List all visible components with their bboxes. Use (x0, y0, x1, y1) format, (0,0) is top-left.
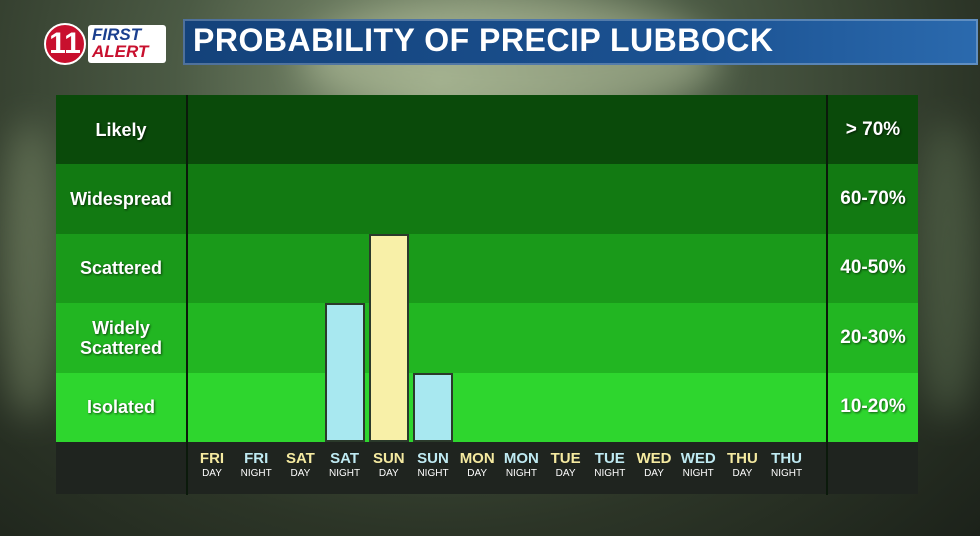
band-isolated (56, 372, 918, 442)
band-label: Isolated (86, 397, 156, 418)
band-label: Widely Scattered (79, 317, 163, 358)
x-tick-period: NIGHT (329, 468, 361, 479)
x-tick-period: DAY (467, 468, 488, 479)
x-tick-period: DAY (378, 468, 399, 479)
x-tick-period: DAY (644, 468, 664, 479)
x-tick-day: FRI (244, 450, 269, 467)
x-tick-period: NIGHT (594, 468, 626, 479)
x-tick-day: TUE (550, 450, 581, 467)
x-tick-period: NIGHT (505, 468, 537, 479)
band-range: 60-70% (840, 188, 906, 210)
x-tick-label: SUN NIGHT (411, 450, 455, 481)
x-tick-label: MON NIGHT (499, 450, 543, 481)
background-glow (915, 120, 980, 420)
band-range: > 70% (845, 118, 901, 140)
logo-first: FIRST (92, 25, 142, 44)
x-tick-label: WED DAY (632, 450, 676, 481)
x-tick-label: MON DAY (455, 450, 499, 481)
bar-sun-day (368, 233, 409, 442)
x-tick-label: TUE DAY (544, 450, 588, 481)
x-tick-label: THU DAY (720, 450, 764, 481)
band-label: Likely (95, 119, 147, 140)
x-tick-label: THU NIGHT (765, 450, 809, 481)
x-tick-label: TUE NIGHT (588, 450, 632, 481)
band-range: 10-20% (840, 396, 906, 418)
x-tick-period: NIGHT (771, 468, 803, 479)
x-tick-label: FRI NIGHT (234, 450, 278, 481)
x-tick-period: NIGHT (417, 468, 449, 479)
x-tick-day: THU (726, 450, 758, 467)
x-tick-period: DAY (732, 468, 753, 479)
x-tick-label: FRI DAY (190, 450, 234, 481)
x-tick-day: WED (636, 450, 672, 467)
column-divider (826, 95, 828, 495)
station-logo: 11 FIRST ALERT (44, 21, 168, 67)
x-tick-day: FRI (199, 450, 225, 467)
x-tick-day: MON (459, 450, 495, 467)
x-tick-day: TUE (594, 450, 625, 467)
x-tick-day: WED (680, 450, 716, 467)
band-likely (56, 95, 918, 165)
band-label: Scattered (79, 258, 163, 279)
x-tick-label: SUN DAY (367, 450, 411, 481)
band-label: Widespread (70, 189, 172, 210)
band-range: 20-30% (840, 326, 906, 348)
x-tick-day: MON (503, 450, 539, 467)
band-widely-scattered (56, 303, 918, 373)
title-bar: PROBABILITY OF PRECIP LUBBOCK (183, 19, 978, 65)
x-tick-day: SUN (372, 450, 405, 467)
x-tick-period: DAY (290, 468, 311, 479)
band-widespread (56, 164, 918, 234)
x-tick-label: SAT NIGHT (323, 450, 367, 481)
x-tick-period: DAY (202, 468, 222, 479)
logo-alert: ALERT (92, 42, 149, 61)
x-tick-period: NIGHT (240, 468, 272, 479)
logo-text: FIRST ALERT (88, 25, 166, 63)
x-tick-label: SAT DAY (278, 450, 322, 481)
column-divider (186, 95, 188, 495)
x-tick-day: SUN (417, 450, 449, 467)
x-tick-period: DAY (555, 468, 576, 479)
x-axis-strip (56, 442, 918, 494)
band-scattered (56, 233, 918, 304)
x-tick-day: SAT (285, 450, 315, 467)
x-tick-period: NIGHT (682, 468, 714, 479)
band-range: 40-50% (840, 257, 906, 279)
chart-title: PROBABILITY OF PRECIP LUBBOCK (193, 22, 774, 58)
x-tick-day: THU (771, 450, 802, 467)
logo-number: 11 (44, 23, 86, 65)
bar-sun-night (413, 372, 453, 442)
x-tick-day: SAT (330, 450, 360, 467)
background-glow (0, 120, 60, 420)
x-tick-label: WED NIGHT (676, 450, 720, 481)
bar-sat-night (324, 303, 365, 442)
